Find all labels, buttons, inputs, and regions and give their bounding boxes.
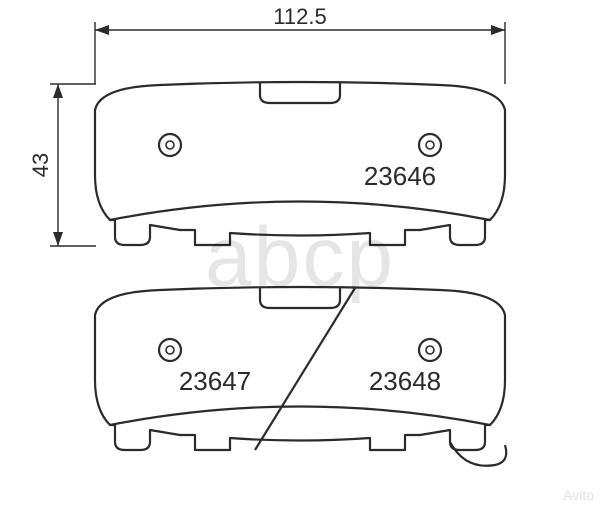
part-number-top: 23646 [364, 161, 436, 191]
part-number-bottom-left: 23647 [179, 366, 251, 396]
drawing-svg: 112.5 43 23646 [0, 0, 600, 509]
part-number-bottom-right: 23648 [369, 366, 441, 396]
dimension-height: 43 [28, 84, 96, 246]
drawing-stage: 112.5 43 23646 [0, 0, 600, 509]
corner-watermark: Avito [563, 487, 594, 503]
dim-height-label: 43 [28, 153, 53, 177]
brake-pad-top: 23646 [95, 82, 505, 245]
brake-pad-bottom: 23647 23648 [95, 287, 506, 466]
dim-width-label: 112.5 [273, 4, 326, 29]
dimension-width: 112.5 [95, 4, 505, 84]
